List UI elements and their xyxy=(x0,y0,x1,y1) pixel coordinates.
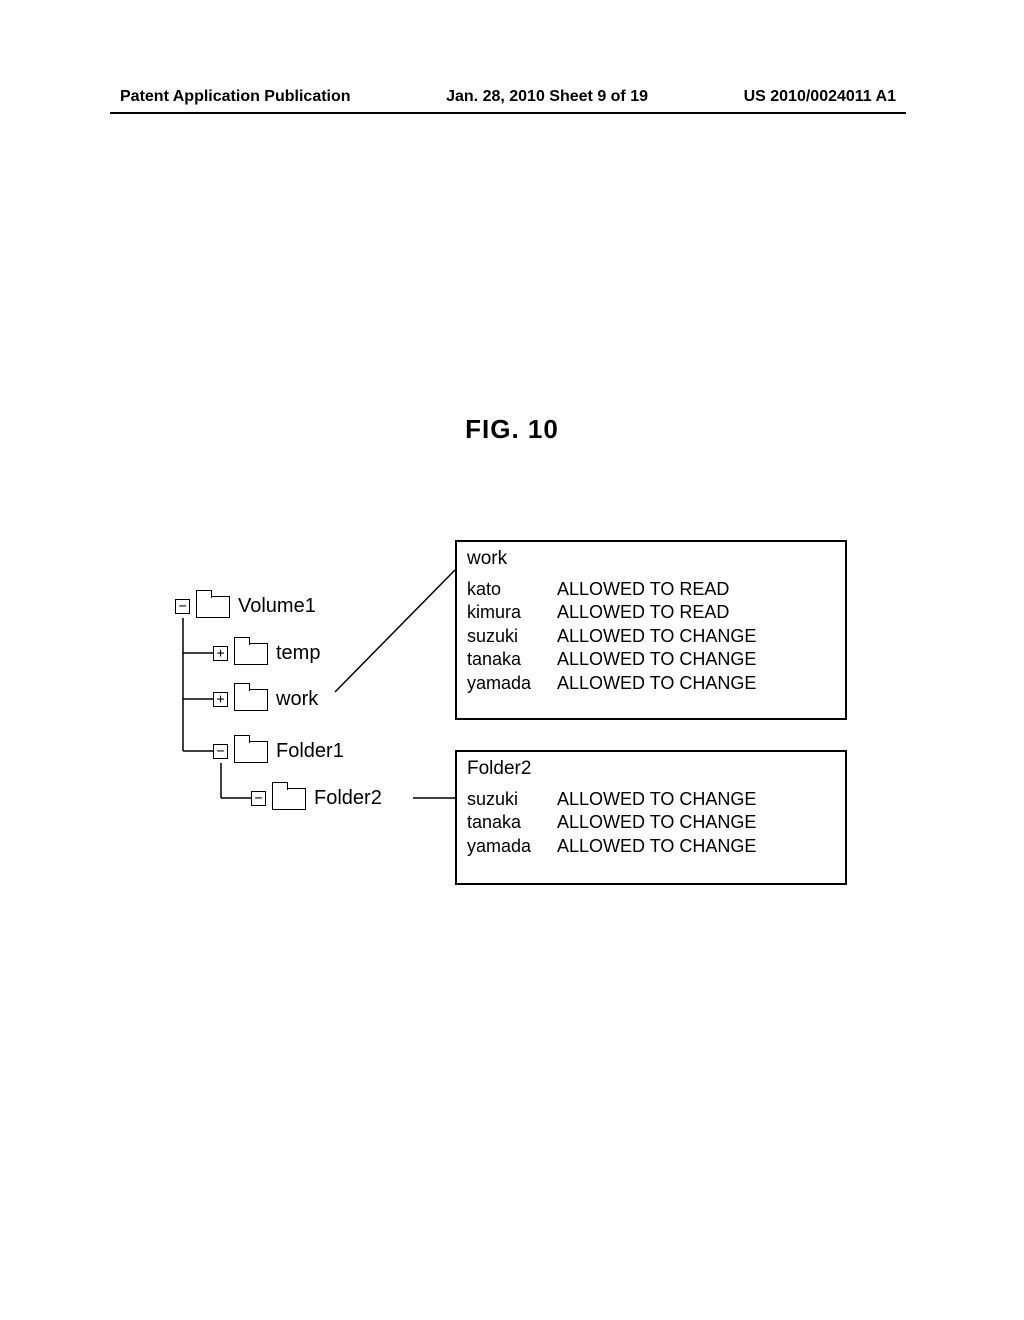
permission-row: yamadaALLOWED TO CHANGE xyxy=(467,672,835,695)
expander-icon[interactable]: − xyxy=(213,744,228,759)
permission-value: ALLOWED TO READ xyxy=(557,578,729,601)
tree-node-volume1: − Volume1 xyxy=(175,595,316,618)
permission-user: suzuki xyxy=(467,788,557,811)
expander-icon[interactable]: + xyxy=(213,692,228,707)
folder-icon xyxy=(234,741,268,763)
tree-node-temp: + temp xyxy=(213,642,320,665)
permissions-box-folder2-perms: Folder2suzukiALLOWED TO CHANGEtanakaALLO… xyxy=(455,750,847,885)
permission-row: kimuraALLOWED TO READ xyxy=(467,601,835,624)
permission-user: tanaka xyxy=(467,811,557,834)
permission-value: ALLOWED TO CHANGE xyxy=(557,835,756,858)
callout-line xyxy=(335,570,455,692)
tree-node-folder2: − Folder2 xyxy=(251,787,382,810)
permission-value: ALLOWED TO READ xyxy=(557,601,729,624)
permission-value: ALLOWED TO CHANGE xyxy=(557,788,756,811)
tree-node-label: work xyxy=(276,688,318,711)
expander-icon[interactable]: − xyxy=(175,599,190,614)
tree-node-label: Volume1 xyxy=(238,595,316,618)
permissions-box-title: Folder2 xyxy=(467,758,835,780)
header-right: US 2010/0024011 A1 xyxy=(744,88,896,106)
folder-icon xyxy=(272,788,306,810)
folder-icon xyxy=(234,689,268,711)
tree-node-label: Folder1 xyxy=(276,740,344,763)
tree-node-label: temp xyxy=(276,642,320,665)
diagram: − Volume1 + temp + work − Folder1 − Folder2 work ka… xyxy=(175,540,895,920)
header-center: Jan. 28, 2010 Sheet 9 of 19 xyxy=(446,88,648,106)
expander-icon[interactable]: + xyxy=(213,646,228,661)
permission-row: tanakaALLOWED TO CHANGE xyxy=(467,811,835,834)
figure-title: FIG. 10 xyxy=(0,414,1024,445)
folder-icon xyxy=(234,643,268,665)
permissions-box-work-perms: workkatoALLOWED TO READkimuraALLOWED TO … xyxy=(455,540,847,720)
permission-value: ALLOWED TO CHANGE xyxy=(557,625,756,648)
permissions-box-title: work xyxy=(467,548,835,570)
permission-user: yamada xyxy=(467,672,557,695)
tree-node-folder1: − Folder1 xyxy=(213,740,344,763)
permission-value: ALLOWED TO CHANGE xyxy=(557,672,756,695)
permission-user: kimura xyxy=(467,601,557,624)
tree-node-work: + work xyxy=(213,688,318,711)
permission-row: tanakaALLOWED TO CHANGE xyxy=(467,648,835,671)
permission-row: suzukiALLOWED TO CHANGE xyxy=(467,788,835,811)
permission-row: suzukiALLOWED TO CHANGE xyxy=(467,625,835,648)
permission-row: katoALLOWED TO READ xyxy=(467,578,835,601)
header-rule xyxy=(110,112,906,114)
permission-value: ALLOWED TO CHANGE xyxy=(557,648,756,671)
permission-user: kato xyxy=(467,578,557,601)
permission-value: ALLOWED TO CHANGE xyxy=(557,811,756,834)
tree-node-label: Folder2 xyxy=(314,787,382,810)
header-left: Patent Application Publication xyxy=(120,88,351,106)
permission-user: suzuki xyxy=(467,625,557,648)
expander-icon[interactable]: − xyxy=(251,791,266,806)
folder-icon xyxy=(196,596,230,618)
permission-user: yamada xyxy=(467,835,557,858)
permission-row: yamadaALLOWED TO CHANGE xyxy=(467,835,835,858)
page-header: Patent Application Publication Jan. 28, … xyxy=(0,88,1024,106)
permission-user: tanaka xyxy=(467,648,557,671)
